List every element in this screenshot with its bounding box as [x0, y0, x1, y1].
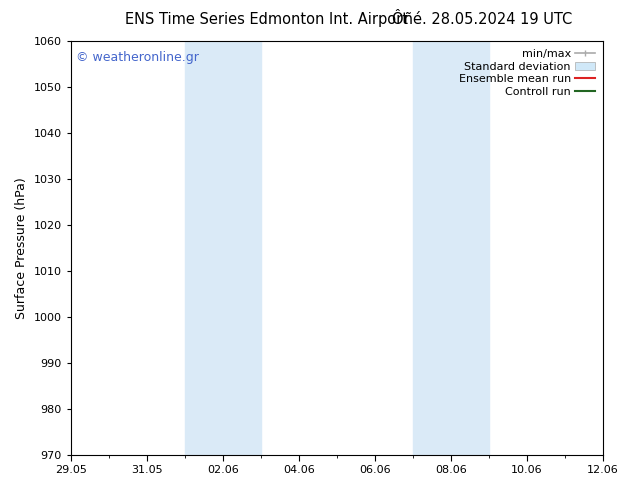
Bar — [413, 41, 489, 455]
Y-axis label: Surface Pressure (hPa): Surface Pressure (hPa) — [15, 177, 28, 318]
Text: ENS Time Series Edmonton Int. Airport: ENS Time Series Edmonton Int. Airport — [125, 12, 408, 27]
Text: © weatheronline.gr: © weatheronline.gr — [76, 51, 199, 64]
Legend: min/max, Standard deviation, Ensemble mean run, Controll run: min/max, Standard deviation, Ensemble me… — [456, 47, 598, 99]
Text: Ôñé. 28.05.2024 19 UTC: Ôñé. 28.05.2024 19 UTC — [392, 12, 572, 27]
Bar — [184, 41, 261, 455]
